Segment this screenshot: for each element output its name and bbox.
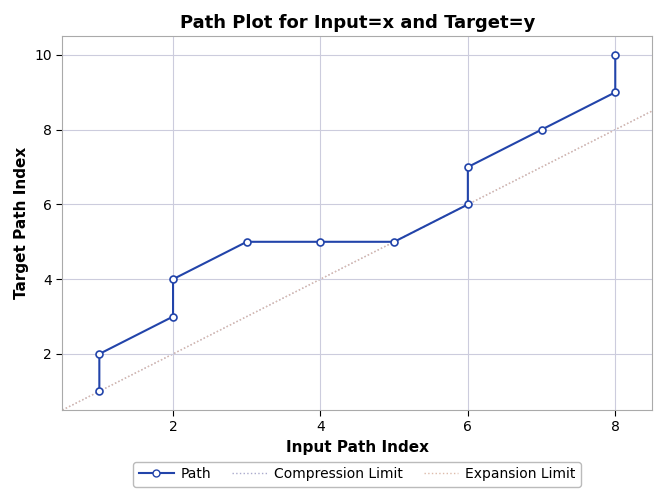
- Path: [537, 126, 545, 132]
- X-axis label: Input Path Index: Input Path Index: [286, 440, 429, 455]
- Compression Limit: [593, 136, 601, 142]
- Compression Limit: [410, 229, 418, 235]
- Legend: Path, Compression Limit, Expansion Limit: Path, Compression Limit, Expansion Limit: [133, 462, 581, 487]
- Path: [242, 239, 250, 245]
- Compression Limit: [61, 406, 69, 412]
- Line: Path: Path: [96, 52, 619, 395]
- Path: [95, 388, 103, 394]
- Path: [611, 52, 619, 58]
- Line: Compression Limit: Compression Limit: [63, 111, 652, 410]
- Y-axis label: Target Path Index: Target Path Index: [14, 147, 29, 299]
- Compression Limit: [555, 155, 563, 161]
- Expansion Limit: [420, 224, 428, 230]
- Compression Limit: [648, 108, 656, 114]
- Path: [316, 239, 324, 245]
- Expansion Limit: [61, 406, 69, 412]
- Expansion Limit: [593, 136, 601, 142]
- Compression Limit: [408, 230, 416, 236]
- Path: [611, 90, 619, 96]
- Title: Path Plot for Input=x and Target=y: Path Plot for Input=x and Target=y: [180, 14, 535, 32]
- Expansion Limit: [648, 108, 656, 114]
- Compression Limit: [59, 407, 67, 413]
- Path: [464, 164, 472, 170]
- Expansion Limit: [410, 229, 418, 235]
- Path: [464, 202, 472, 207]
- Path: [169, 276, 177, 282]
- Expansion Limit: [555, 155, 563, 161]
- Compression Limit: [420, 224, 428, 230]
- Expansion Limit: [408, 230, 416, 236]
- Path: [390, 239, 398, 245]
- Line: Expansion Limit: Expansion Limit: [63, 111, 652, 410]
- Expansion Limit: [59, 407, 67, 413]
- Path: [169, 314, 177, 320]
- Path: [95, 351, 103, 357]
